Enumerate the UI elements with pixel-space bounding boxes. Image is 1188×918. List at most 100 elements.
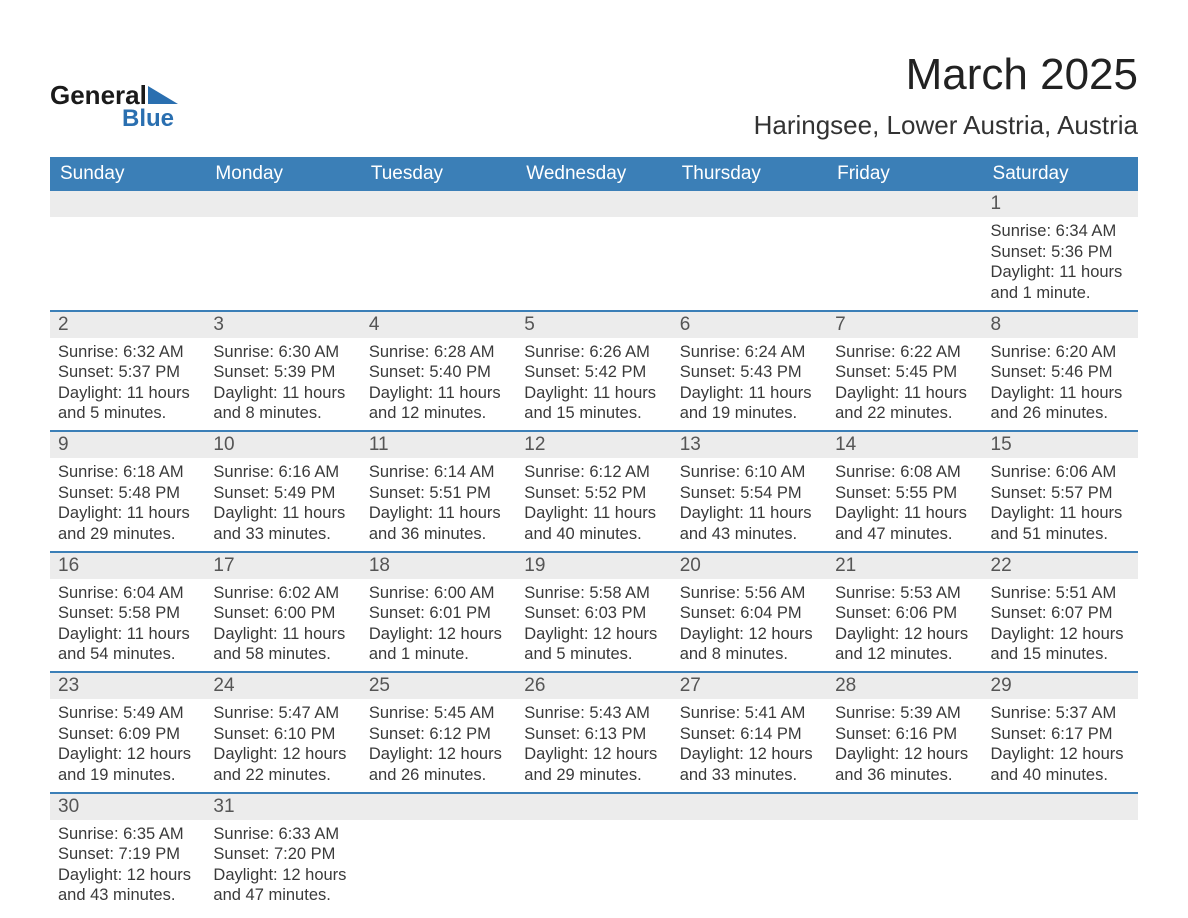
- day-number: [827, 794, 982, 818]
- day-number: 28: [827, 673, 982, 699]
- day-number: 22: [983, 553, 1138, 579]
- day-details: [827, 820, 982, 904]
- day-details: Sunrise: 6:12 AMSunset: 5:52 PMDaylight:…: [516, 458, 671, 551]
- day-number: 7: [827, 312, 982, 338]
- calendar-daynum-cell: 24: [205, 672, 360, 699]
- calendar-week-daynum-row: 2345678: [50, 311, 1138, 338]
- day-number: 6: [672, 312, 827, 338]
- sunrise-text: Sunrise: 6:34 AM: [991, 221, 1130, 242]
- day-number: 27: [672, 673, 827, 699]
- day-number: 5: [516, 312, 671, 338]
- day-details: [672, 217, 827, 301]
- day-number: 4: [361, 312, 516, 338]
- calendar-daydata-cell: Sunrise: 6:30 AMSunset: 5:39 PMDaylight:…: [205, 338, 360, 432]
- header-row: General Blue March 2025 Haringsee, Lower…: [50, 50, 1138, 145]
- sunrise-text: Sunrise: 6:35 AM: [58, 824, 197, 845]
- calendar-daynum-cell: 3: [205, 311, 360, 338]
- calendar-body: 1Sunrise: 6:34 AMSunset: 5:36 PMDaylight…: [50, 191, 1138, 912]
- calendar-daynum-cell: 13: [672, 431, 827, 458]
- calendar-daynum-cell: 12: [516, 431, 671, 458]
- calendar-daydata-cell: Sunrise: 5:58 AMSunset: 6:03 PMDaylight:…: [516, 579, 671, 673]
- calendar-daydata-cell: Sunrise: 5:39 AMSunset: 6:16 PMDaylight:…: [827, 699, 982, 793]
- day-number: [827, 191, 982, 215]
- calendar-daydata-cell: Sunrise: 6:35 AMSunset: 7:19 PMDaylight:…: [50, 820, 205, 913]
- calendar-daydata-cell: Sunrise: 6:33 AMSunset: 7:20 PMDaylight:…: [205, 820, 360, 913]
- calendar-daynum-cell: 31: [205, 793, 360, 820]
- day-number: 23: [50, 673, 205, 699]
- day-details: Sunrise: 6:06 AMSunset: 5:57 PMDaylight:…: [983, 458, 1138, 551]
- sunset-text: Sunset: 5:49 PM: [213, 483, 352, 504]
- calendar-daynum-cell: 30: [50, 793, 205, 820]
- day-details: Sunrise: 6:04 AMSunset: 5:58 PMDaylight:…: [50, 579, 205, 672]
- daylight-text: Daylight: 12 hours and 26 minutes.: [369, 744, 508, 785]
- day-number: [516, 191, 671, 215]
- day-number: 17: [205, 553, 360, 579]
- logo-triangle-icon: [148, 86, 178, 104]
- sunrise-text: Sunrise: 6:10 AM: [680, 462, 819, 483]
- sunset-text: Sunset: 5:54 PM: [680, 483, 819, 504]
- day-details: Sunrise: 6:22 AMSunset: 5:45 PMDaylight:…: [827, 338, 982, 431]
- day-number: 25: [361, 673, 516, 699]
- day-number: 2: [50, 312, 205, 338]
- day-details: Sunrise: 5:53 AMSunset: 6:06 PMDaylight:…: [827, 579, 982, 672]
- sunrise-text: Sunrise: 6:28 AM: [369, 342, 508, 363]
- sunrise-text: Sunrise: 6:20 AM: [991, 342, 1130, 363]
- daylight-text: Daylight: 11 hours and 19 minutes.: [680, 383, 819, 424]
- sunset-text: Sunset: 5:46 PM: [991, 362, 1130, 383]
- day-number: 24: [205, 673, 360, 699]
- calendar-daydata-cell: Sunrise: 6:14 AMSunset: 5:51 PMDaylight:…: [361, 458, 516, 552]
- calendar-daynum-cell: 4: [361, 311, 516, 338]
- location-title: Haringsee, Lower Austria, Austria: [754, 110, 1138, 141]
- calendar-daydata-cell: [50, 217, 205, 311]
- calendar-daynum-cell: 22: [983, 552, 1138, 579]
- sunset-text: Sunset: 5:43 PM: [680, 362, 819, 383]
- calendar-daydata-cell: Sunrise: 6:18 AMSunset: 5:48 PMDaylight:…: [50, 458, 205, 552]
- calendar-daynum-cell: 17: [205, 552, 360, 579]
- sunrise-text: Sunrise: 6:06 AM: [991, 462, 1130, 483]
- day-details: Sunrise: 6:20 AMSunset: 5:46 PMDaylight:…: [983, 338, 1138, 431]
- calendar-daynum-cell: 5: [516, 311, 671, 338]
- daylight-text: Daylight: 12 hours and 19 minutes.: [58, 744, 197, 785]
- sunset-text: Sunset: 5:51 PM: [369, 483, 508, 504]
- calendar-daydata-cell: Sunrise: 6:26 AMSunset: 5:42 PMDaylight:…: [516, 338, 671, 432]
- calendar-daydata-cell: [827, 217, 982, 311]
- day-number: 13: [672, 432, 827, 458]
- sunrise-text: Sunrise: 5:47 AM: [213, 703, 352, 724]
- day-details: [827, 217, 982, 301]
- sunrise-text: Sunrise: 5:58 AM: [524, 583, 663, 604]
- calendar-daydata-cell: Sunrise: 6:24 AMSunset: 5:43 PMDaylight:…: [672, 338, 827, 432]
- calendar-week-data-row: Sunrise: 6:34 AMSunset: 5:36 PMDaylight:…: [50, 217, 1138, 311]
- sunrise-text: Sunrise: 5:43 AM: [524, 703, 663, 724]
- calendar-daydata-cell: Sunrise: 6:06 AMSunset: 5:57 PMDaylight:…: [983, 458, 1138, 552]
- calendar-daynum-cell: 7: [827, 311, 982, 338]
- daylight-text: Daylight: 12 hours and 12 minutes.: [835, 624, 974, 665]
- day-number: [361, 191, 516, 215]
- daylight-text: Daylight: 12 hours and 29 minutes.: [524, 744, 663, 785]
- calendar-daydata-cell: Sunrise: 5:45 AMSunset: 6:12 PMDaylight:…: [361, 699, 516, 793]
- day-details: [672, 820, 827, 904]
- calendar-daydata-cell: Sunrise: 6:00 AMSunset: 6:01 PMDaylight:…: [361, 579, 516, 673]
- weekday-header: Friday: [827, 157, 982, 191]
- calendar-daydata-cell: [516, 820, 671, 913]
- calendar-daynum-cell: [50, 191, 205, 217]
- day-number: [205, 191, 360, 215]
- daylight-text: Daylight: 11 hours and 29 minutes.: [58, 503, 197, 544]
- daylight-text: Daylight: 12 hours and 47 minutes.: [213, 865, 352, 906]
- calendar-daydata-cell: Sunrise: 6:08 AMSunset: 5:55 PMDaylight:…: [827, 458, 982, 552]
- calendar-table: Sunday Monday Tuesday Wednesday Thursday…: [50, 157, 1138, 912]
- daylight-text: Daylight: 11 hours and 58 minutes.: [213, 624, 352, 665]
- title-block: March 2025 Haringsee, Lower Austria, Aus…: [754, 50, 1138, 141]
- day-number: 19: [516, 553, 671, 579]
- daylight-text: Daylight: 11 hours and 8 minutes.: [213, 383, 352, 424]
- day-number: 8: [983, 312, 1138, 338]
- calendar-daynum-cell: 8: [983, 311, 1138, 338]
- daylight-text: Daylight: 12 hours and 22 minutes.: [213, 744, 352, 785]
- sunset-text: Sunset: 6:00 PM: [213, 603, 352, 624]
- calendar-daydata-cell: [827, 820, 982, 913]
- calendar-daynum-cell: [361, 793, 516, 820]
- calendar-week-daynum-row: 3031: [50, 793, 1138, 820]
- calendar-week-daynum-row: 1: [50, 191, 1138, 217]
- sunset-text: Sunset: 5:57 PM: [991, 483, 1130, 504]
- calendar-daydata-cell: Sunrise: 6:12 AMSunset: 5:52 PMDaylight:…: [516, 458, 671, 552]
- sunset-text: Sunset: 6:16 PM: [835, 724, 974, 745]
